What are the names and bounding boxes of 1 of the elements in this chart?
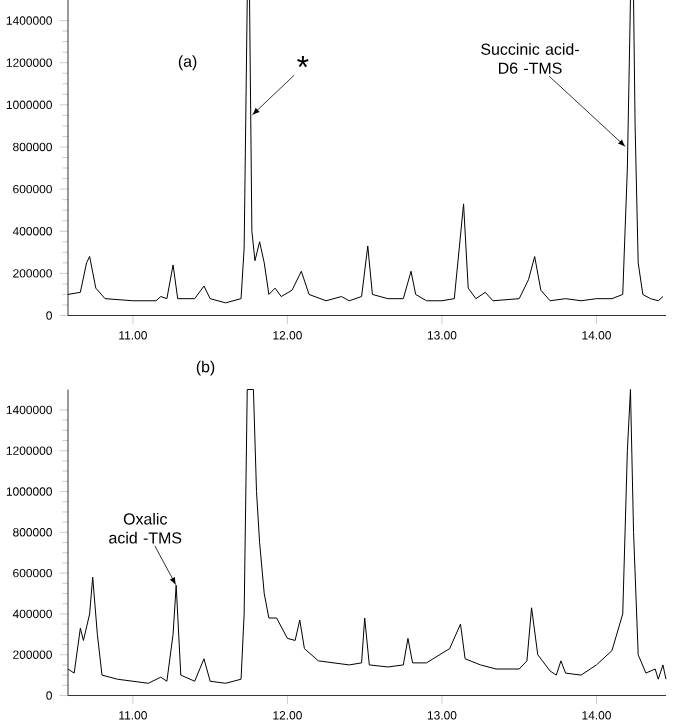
- annotation: *: [297, 55, 309, 68]
